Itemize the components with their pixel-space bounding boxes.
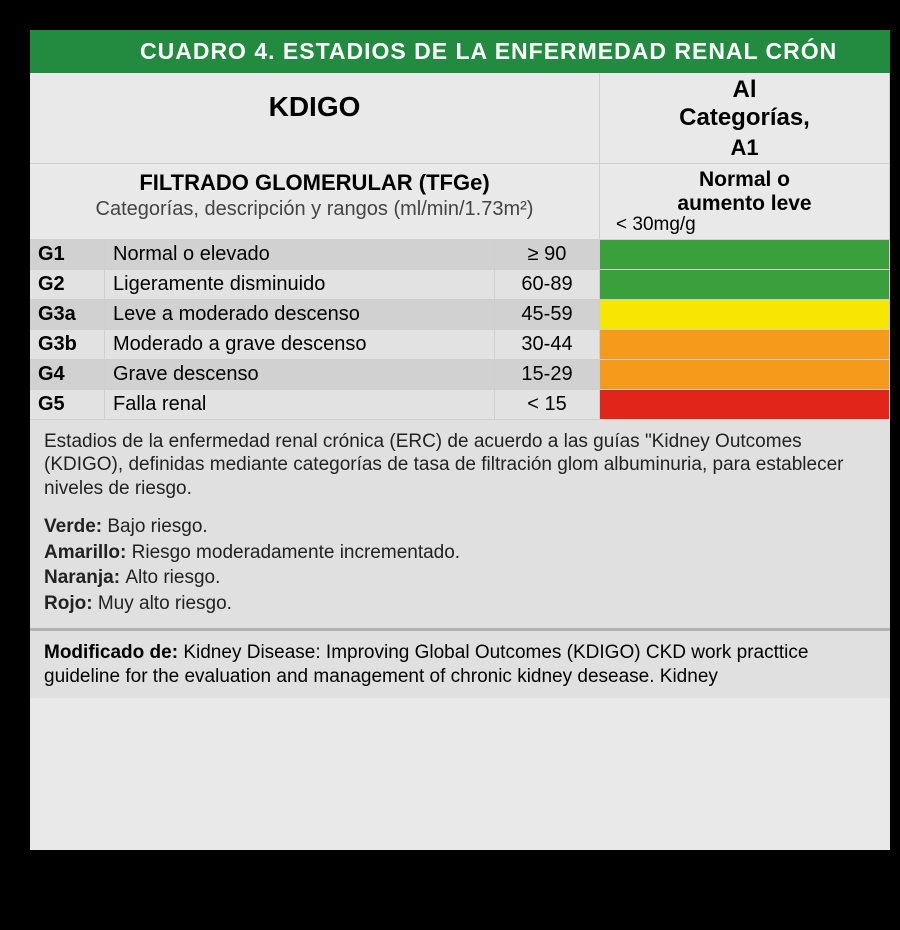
legend-label: Verde: (44, 516, 107, 537)
legend-label: Rojo: (44, 593, 98, 614)
g-code: G2 (30, 270, 105, 300)
legend-label: Amarillo: (44, 542, 132, 563)
footer-block: Estadios de la enfermedad renal crónica … (30, 420, 890, 628)
a1-range: < 30mg/g (606, 215, 883, 236)
g-value: < 15 (495, 390, 600, 420)
g-description: Grave descenso (105, 360, 495, 390)
legend-line: Naranja: Alto riesgo. (44, 566, 876, 590)
legend-text: Riesgo moderadamente incrementado. (132, 542, 460, 563)
g-code: G1 (30, 240, 105, 270)
g-description: Ligeramente disminuido (105, 270, 495, 300)
g-description: Moderado a grave descenso (105, 330, 495, 360)
a1-description: Normal o aumento leve < 30mg/g (600, 164, 890, 239)
tfge-title: FILTRADO GLOMERULAR (TFGe) (40, 170, 589, 196)
albuminuria-header-line1: Al (606, 76, 883, 104)
g-code: G3a (30, 300, 105, 330)
g-description: Leve a moderado descenso (105, 300, 495, 330)
g-description: Normal o elevado (105, 240, 495, 270)
g-code: G3b (30, 330, 105, 360)
legend-label: Naranja: (44, 567, 125, 588)
tfge-subtitle: Categorías, descripción y rangos (ml/min… (40, 197, 589, 221)
legend-line: Rojo: Muy alto riesgo. (44, 592, 876, 616)
document-page: Cuadro 4. Estadios de la enfermedad rena… (30, 30, 890, 850)
legend-line: Amarillo: Riesgo moderadamente increment… (44, 541, 876, 565)
heat-cell (600, 390, 890, 420)
kdigo-header: KDIGO (30, 73, 600, 164)
g-value: 30-44 (495, 330, 600, 360)
g-value: 15-29 (495, 360, 600, 390)
banner-title: Cuadro 4. Estadios de la enfermedad rena… (30, 30, 890, 73)
legend-line: Verde: Bajo riesgo. (44, 515, 876, 539)
footer-paragraph: Estadios de la enfermedad renal crónica … (44, 430, 876, 501)
modificado-label: Modificado de: (44, 642, 178, 663)
heat-cell (600, 360, 890, 390)
g-description: Falla renal (105, 390, 495, 420)
legend-text: Alto riesgo. (125, 567, 220, 588)
g-value: 45-59 (495, 300, 600, 330)
heat-cell (600, 330, 890, 360)
heat-cell (600, 300, 890, 330)
g-code: G5 (30, 390, 105, 420)
kdigo-table: KDIGO Al Categorías, A1 FILTRADO GLOMERU… (30, 73, 890, 420)
legend-text: Bajo riesgo. (107, 516, 207, 537)
g-value: ≥ 90 (495, 240, 600, 270)
a1-label: A1 (606, 131, 883, 160)
heat-cell (600, 240, 890, 270)
albuminuria-header-line2: Categorías, (606, 104, 883, 132)
g-code: G4 (30, 360, 105, 390)
albuminuria-header: Al Categorías, A1 (600, 73, 890, 164)
legend-text: Muy alto riesgo. (98, 593, 232, 614)
heat-cell (600, 270, 890, 300)
legend-block: Verde: Bajo riesgo.Amarillo: Riesgo mode… (44, 515, 876, 616)
tfge-header: FILTRADO GLOMERULAR (TFGe) Categorías, d… (30, 164, 600, 239)
g-value: 60-89 (495, 270, 600, 300)
source-block: Modificado de: Kidney Disease: Improving… (30, 628, 890, 699)
